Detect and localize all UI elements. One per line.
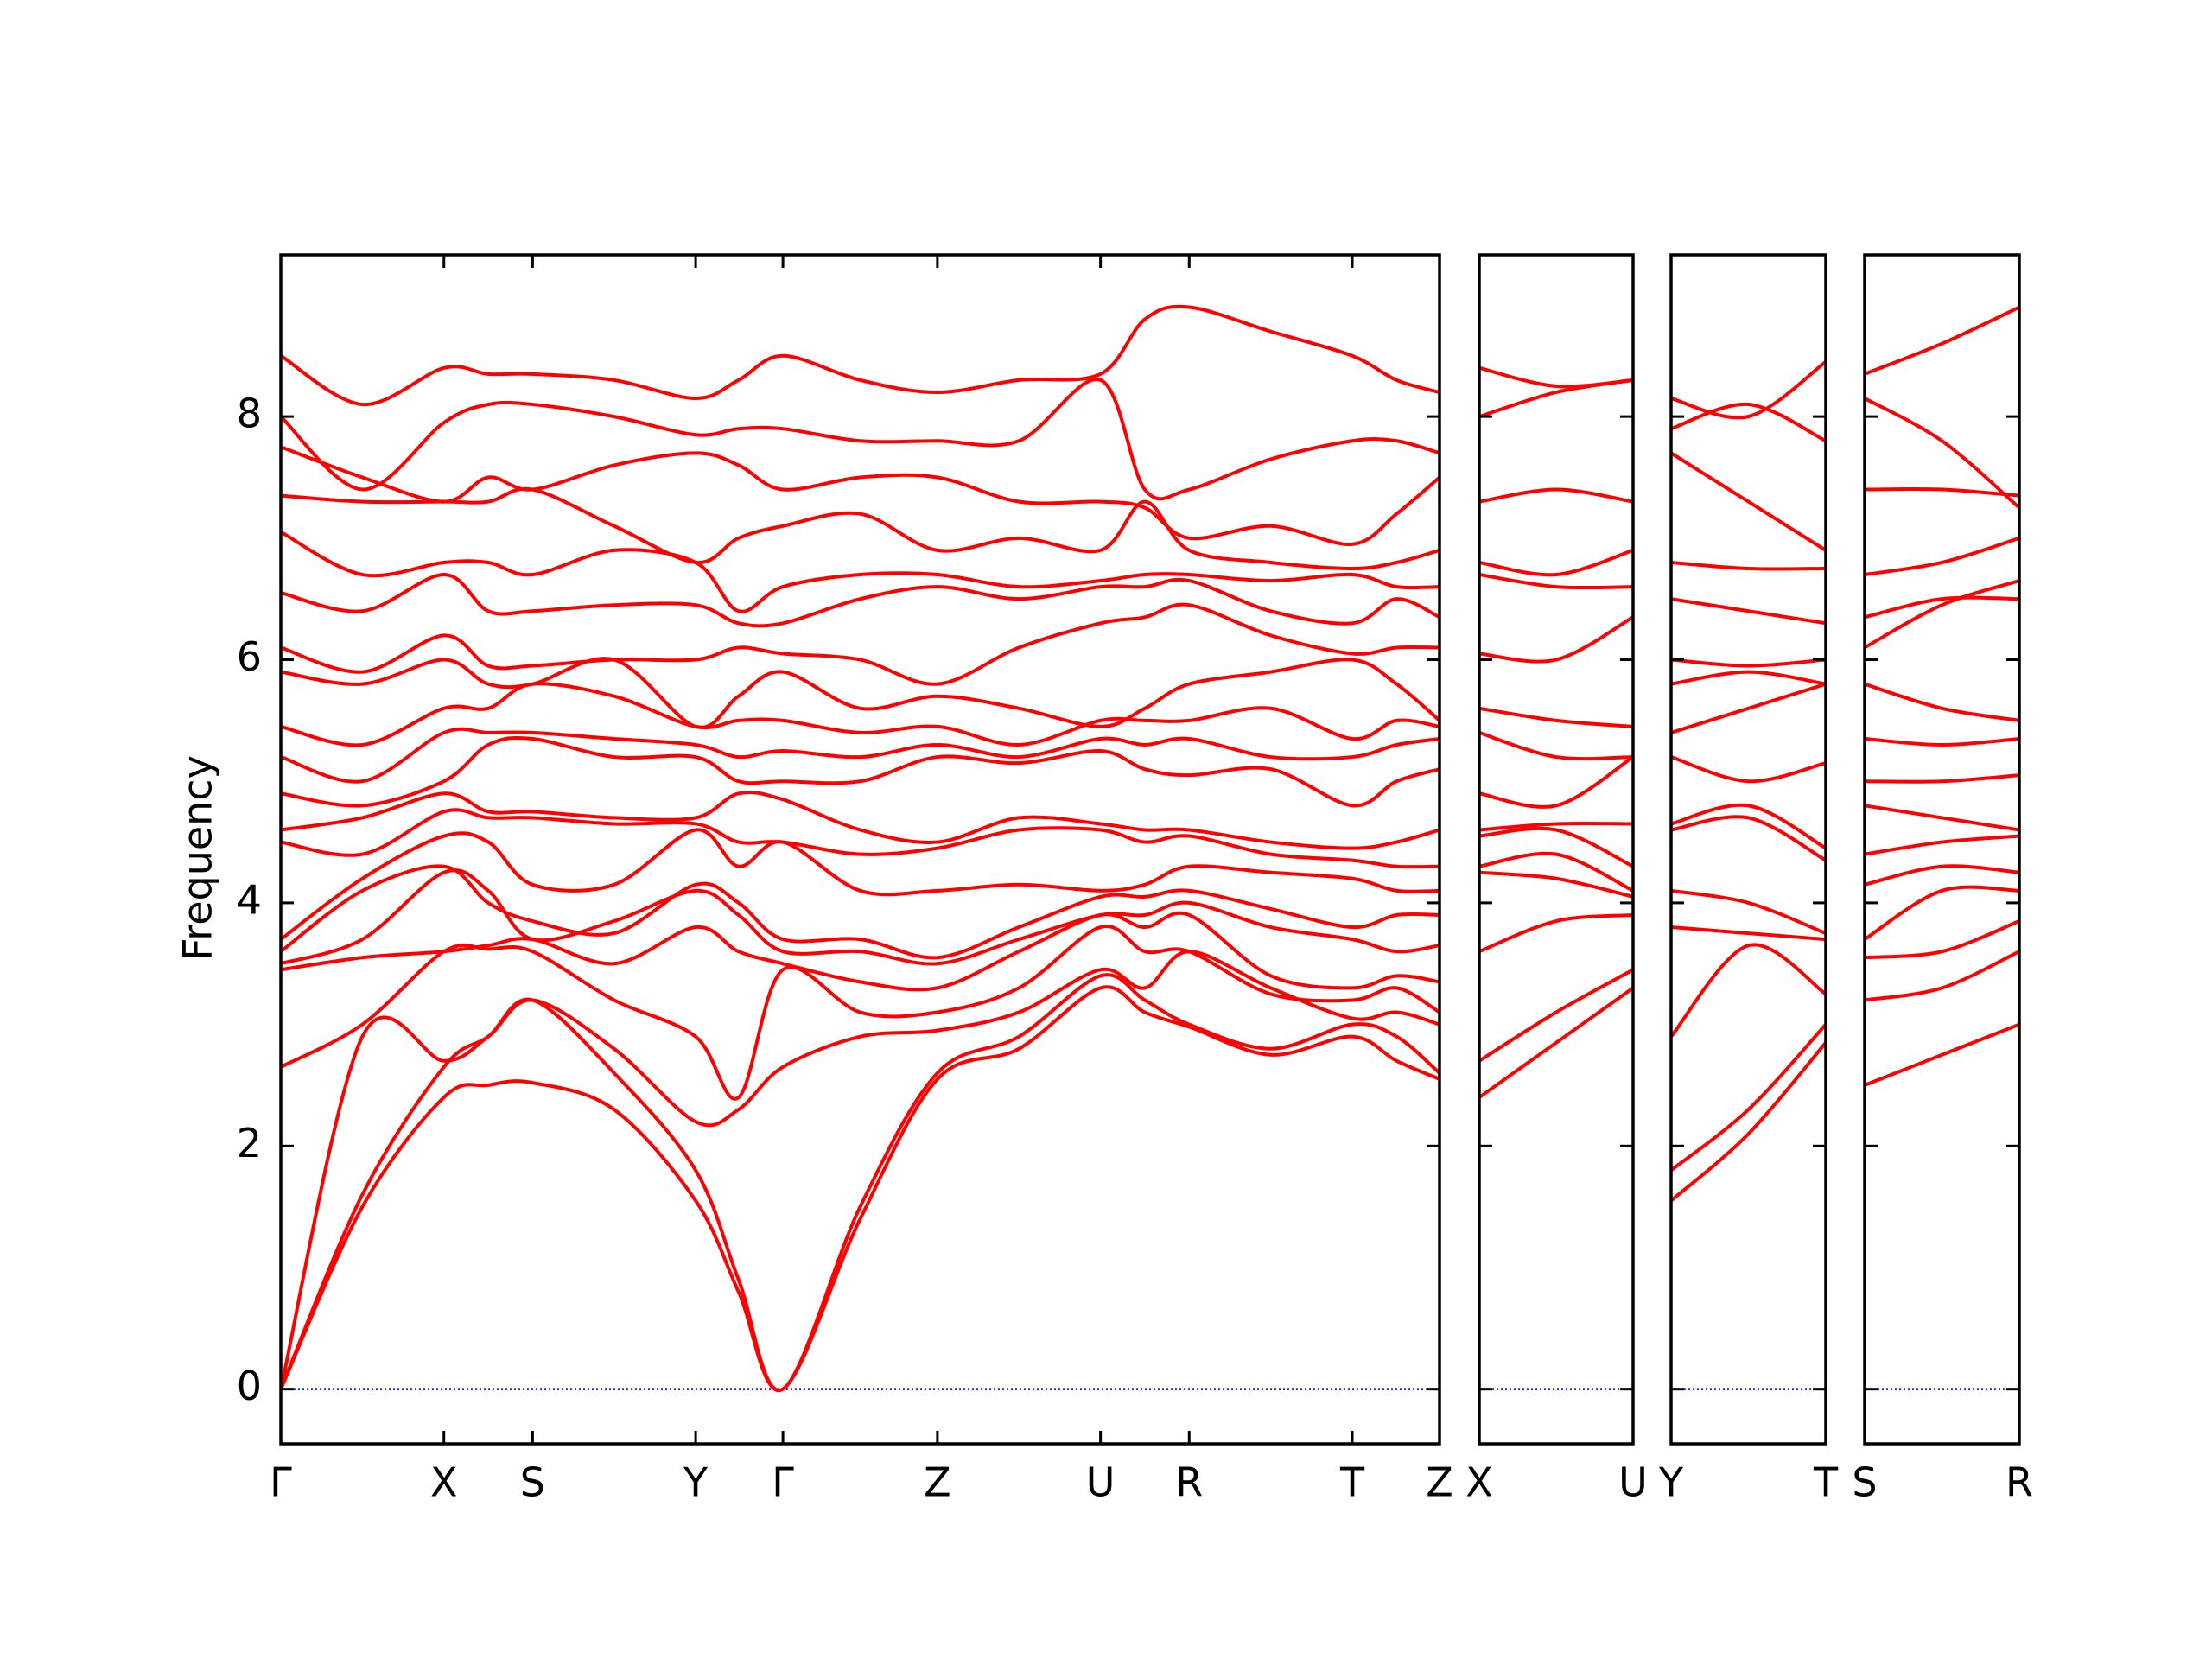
x-tick-label: S bbox=[520, 1459, 545, 1506]
y-tick-label: 6 bbox=[237, 633, 262, 680]
band-line bbox=[1479, 755, 1633, 809]
band-line bbox=[1671, 943, 1826, 1038]
band-line bbox=[1479, 487, 1633, 504]
band-line bbox=[1865, 834, 2019, 856]
band-line bbox=[281, 727, 1440, 784]
x-tick-label: Y bbox=[683, 1459, 709, 1506]
band-line bbox=[1671, 803, 1826, 850]
band-line bbox=[1479, 615, 1633, 664]
band-line bbox=[1479, 826, 1633, 868]
x-tick-label: Γ bbox=[772, 1459, 794, 1506]
band-line bbox=[281, 828, 1440, 941]
band-line bbox=[1865, 736, 2019, 747]
band-line bbox=[1479, 851, 1633, 893]
x-tick-label: Γ bbox=[270, 1459, 292, 1506]
x-tick-label: R bbox=[1175, 1459, 1203, 1506]
band-line bbox=[281, 378, 1440, 501]
x-tick-label: Y bbox=[1658, 1459, 1684, 1506]
band-line bbox=[1865, 864, 2019, 887]
y-tick-label: 0 bbox=[237, 1363, 262, 1409]
band-line bbox=[1865, 919, 2019, 960]
band-line bbox=[1479, 365, 1633, 389]
x-tick-label: T bbox=[1339, 1459, 1365, 1506]
band-line bbox=[281, 973, 1440, 1392]
band-line bbox=[1671, 1023, 1826, 1173]
x-tick-label: X bbox=[1465, 1459, 1493, 1506]
band-line bbox=[1671, 658, 1826, 668]
y-tick-label: 2 bbox=[237, 1120, 262, 1166]
x-tick-label: R bbox=[2005, 1459, 2033, 1506]
band-line bbox=[1865, 682, 2019, 722]
band-line bbox=[1479, 821, 1633, 832]
band-line bbox=[1865, 885, 2019, 941]
band-line bbox=[1479, 870, 1633, 899]
band-line bbox=[281, 790, 1440, 850]
band-line bbox=[1865, 305, 2019, 376]
axes-frame bbox=[1669, 253, 1827, 1446]
band-line bbox=[281, 911, 1440, 992]
plot-area bbox=[1671, 360, 1826, 1390]
band-line bbox=[1671, 1041, 1826, 1203]
band-line bbox=[1479, 968, 1633, 1063]
band-line bbox=[281, 808, 1440, 869]
band-line bbox=[1671, 403, 1826, 443]
band-line bbox=[1865, 773, 2019, 784]
band-line bbox=[1671, 682, 1826, 734]
band-line bbox=[1479, 912, 1633, 954]
band-line bbox=[1671, 815, 1826, 862]
band-line bbox=[281, 304, 1440, 407]
band-line bbox=[1865, 397, 2019, 510]
band-line bbox=[1865, 487, 2019, 498]
plot-area bbox=[1865, 305, 2019, 1390]
band-line bbox=[281, 531, 1440, 613]
band-line bbox=[1865, 579, 2019, 650]
band-line bbox=[1671, 597, 1826, 626]
plot-area bbox=[1479, 365, 1633, 1390]
x-tick-label: U bbox=[1086, 1459, 1116, 1506]
band-line bbox=[281, 657, 1440, 729]
y-tick-label: 4 bbox=[237, 876, 262, 923]
band-line bbox=[1865, 536, 2019, 577]
axes-frame bbox=[1478, 253, 1635, 1446]
band-line bbox=[1671, 888, 1826, 935]
y-tick-label: 8 bbox=[237, 391, 262, 437]
band-line bbox=[281, 445, 1440, 546]
band-line bbox=[1671, 670, 1826, 686]
band-line bbox=[1671, 451, 1826, 552]
band-line bbox=[1479, 986, 1633, 1099]
band-line bbox=[281, 864, 1440, 960]
band-line bbox=[281, 735, 1440, 808]
band-line bbox=[1479, 731, 1633, 761]
x-tick-label: U bbox=[1618, 1459, 1648, 1506]
band-line bbox=[1865, 804, 2019, 832]
band-line bbox=[281, 985, 1440, 1393]
band-line bbox=[1671, 755, 1826, 784]
x-tick-label: S bbox=[1852, 1459, 1877, 1506]
y-axis-label: Frequency bbox=[175, 755, 221, 961]
band-line bbox=[281, 486, 1440, 570]
band-line bbox=[1865, 1022, 2019, 1087]
band-line bbox=[1479, 573, 1633, 590]
band-line bbox=[281, 573, 1440, 628]
band-line bbox=[1671, 925, 1826, 942]
band-line bbox=[1479, 548, 1633, 577]
band-line bbox=[281, 602, 1440, 686]
band-line bbox=[281, 682, 1440, 747]
plot-area bbox=[281, 304, 1440, 1393]
band-line bbox=[1671, 560, 1826, 571]
axes-frame bbox=[1863, 253, 2021, 1446]
band-line bbox=[1865, 950, 2019, 1002]
x-tick-label: Z bbox=[1426, 1459, 1453, 1506]
band-line bbox=[1671, 360, 1826, 420]
x-tick-label: X bbox=[430, 1459, 458, 1506]
band-line bbox=[1865, 595, 2019, 620]
band-line bbox=[281, 925, 1440, 1101]
x-tick-label: T bbox=[1813, 1459, 1839, 1506]
band-line bbox=[1479, 706, 1633, 728]
axes-frame bbox=[279, 253, 1441, 1446]
x-tick-label: Z bbox=[924, 1459, 951, 1506]
band-line bbox=[281, 950, 1440, 1390]
band-line bbox=[281, 868, 1440, 966]
